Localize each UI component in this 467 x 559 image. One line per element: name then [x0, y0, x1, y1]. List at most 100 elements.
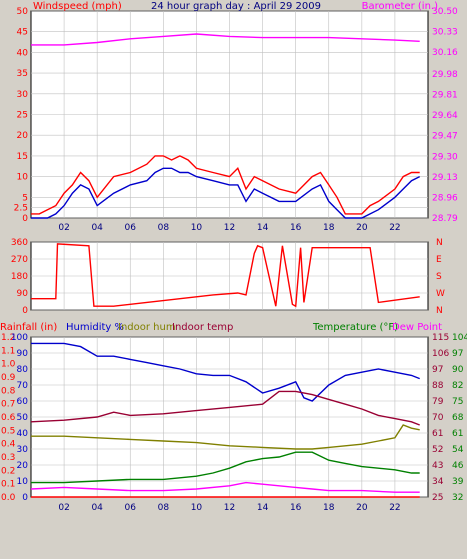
series-line-indoor-temp — [30, 390, 420, 426]
x-tick-label: 14 — [257, 223, 269, 233]
top-left-tick-label: 10 — [17, 173, 29, 183]
top-right-tick-label: 28.79 — [432, 214, 458, 224]
bottom-temperature-tick-label: 54 — [452, 445, 464, 455]
bottom-x-tick-label: 16 — [290, 503, 302, 513]
x-tick-label: 12 — [224, 223, 235, 233]
bottom-indoor-temp-tick-label: 61 — [432, 429, 443, 439]
top-right-tick-label: 30.33 — [432, 28, 458, 38]
bottom-rain-label: Rainfall (in) — [0, 322, 57, 333]
bottom-temperature-tick-label: 104 — [452, 333, 467, 343]
top-left-tick-label: 50 — [17, 7, 29, 17]
top-right-tick-label: 29.13 — [432, 173, 458, 183]
tick-labels: 02.5510152025303540455028.7928.9629.1329… — [1, 7, 467, 513]
top-right-tick-label: 30.50 — [432, 7, 458, 17]
top-left-tick-label: 20 — [17, 131, 29, 141]
bottom-humidity-tick-label: 50 — [17, 413, 29, 423]
bottom-x-tick-label: 10 — [191, 503, 203, 513]
grid-middle — [31, 241, 428, 311]
bottom-rain-tick-label: 0.2 — [1, 466, 15, 476]
bottom-x-tick-label: 22 — [389, 503, 400, 513]
middle-right-tick-label: E — [436, 255, 442, 265]
bottom-temperature-tick-label: 75 — [452, 397, 463, 407]
bottom-indoor-temp-tick-label: 52 — [432, 445, 443, 455]
middle-left-tick-label: 0 — [22, 306, 28, 316]
middle-left-tick-label: 180 — [11, 272, 28, 282]
top-left-tick-label: 5 — [22, 193, 28, 203]
bottom-indoor-temp-tick-label: 106 — [432, 349, 449, 359]
top-ylabel: Windspeed (mph) — [33, 1, 122, 12]
bottom-x-tick-label: 18 — [323, 503, 335, 513]
bottom-rain-tick-label: 1.1 — [1, 346, 15, 356]
bottom-temperature-tick-label: 39 — [452, 477, 464, 487]
bottom-humidity-tick-label: 70 — [17, 381, 29, 391]
x-tick-label: 04 — [91, 223, 103, 233]
bottom-humidity-tick-label: 60 — [17, 397, 29, 407]
middle-right-tick-label: W — [436, 289, 445, 299]
bottom-x-tick-label: 14 — [257, 503, 269, 513]
top-right-tick-label: 28.96 — [432, 193, 458, 203]
x-tick-label: 02 — [58, 223, 69, 233]
x-tick-label: 20 — [356, 223, 368, 233]
bottom-temperature-tick-label: 68 — [452, 413, 464, 423]
bottom-humidity-label: Humidity % — [66, 322, 124, 333]
middle-left-tick-label: 90 — [17, 289, 29, 299]
bottom-indoor-temp-tick-label: 34 — [432, 477, 444, 487]
bottom-humidity-tick-label: 0 — [22, 493, 28, 503]
top-left-tick-label: 25 — [17, 111, 28, 121]
top-left-tick-label: 2.5 — [14, 204, 28, 214]
bottom-humidity-tick-label: 10 — [17, 477, 29, 487]
bottom-rain-tick-label: 1.2 — [1, 333, 15, 343]
bottom-temperature-tick-label: 61 — [452, 429, 463, 439]
bottom-x-tick-label: 06 — [125, 503, 137, 513]
bottom-temperature-tick-label: 46 — [452, 461, 464, 471]
bottom-x-tick-label: 20 — [356, 503, 368, 513]
top-right-tick-label: 30.16 — [432, 48, 458, 58]
series-line-humidity- — [31, 342, 420, 402]
series-line-barometer-in- — [31, 33, 420, 46]
bottom-indoor-temp-tick-label: 88 — [432, 381, 444, 391]
bottom-indoor-temp-tick-label: 79 — [432, 397, 444, 407]
series-line-wind-gust — [31, 155, 420, 215]
bottom-rain-tick-label: 0.7 — [1, 400, 15, 410]
bottom-x-tick-label: 12 — [224, 503, 235, 513]
x-tick-label: 10 — [191, 223, 203, 233]
bottom-humidity-tick-label: 30 — [17, 445, 29, 455]
top-right-tick-label: 29.30 — [432, 152, 458, 162]
top-right-tick-label: 29.64 — [432, 111, 458, 121]
bottom-humidity-tick-label: 20 — [17, 461, 29, 471]
top-right-tick-label: 29.98 — [432, 70, 458, 80]
bottom-rain-tick-label: 0.4 — [1, 440, 16, 450]
x-tick-label: 16 — [290, 223, 302, 233]
series-line-wind-average — [31, 167, 421, 219]
top-right-tick-label: 29.47 — [432, 132, 458, 142]
top-right-tick-label: 29.81 — [432, 91, 458, 101]
top-left-tick-label: 15 — [17, 152, 28, 162]
bottom-x-tick-label: 04 — [91, 503, 103, 513]
top-left-tick-label: 0 — [22, 214, 28, 224]
x-tick-label: 22 — [389, 223, 400, 233]
top-left-tick-label: 45 — [17, 28, 28, 38]
bottom-indoor-temp-tick-label: 70 — [432, 413, 444, 423]
chart-title: 24 hour graph day : April 29 2009 — [151, 1, 321, 12]
bottom-x-tick-label: 08 — [158, 503, 170, 513]
top-left-tick-label: 30 — [17, 90, 29, 100]
bottom-dewpoint-label: Dew Point — [392, 322, 442, 333]
series-line-dew-point — [30, 481, 420, 493]
bottom-rain-tick-label: 1.0 — [1, 360, 16, 370]
bottom-temperature-tick-label: 90 — [452, 365, 464, 375]
bottom-rain-tick-label: 0.0 — [1, 493, 16, 503]
top-left-tick-label: 35 — [17, 69, 28, 79]
x-tick-label: 08 — [158, 223, 170, 233]
bottom-indoor-temp-tick-label: 97 — [432, 365, 443, 375]
bottom-humidity-tick-label: 40 — [17, 429, 29, 439]
series-line-temperature-f- — [31, 451, 420, 484]
bottom-humidity-tick-label: 100 — [11, 333, 28, 343]
series-line-wind-direction — [31, 243, 420, 308]
bottom-humidity-tick-label: 90 — [17, 349, 29, 359]
top-y2label: Barometer (in.) — [362, 1, 438, 12]
middle-left-tick-label: 270 — [11, 255, 28, 265]
bottom-temperature-tick-label: 97 — [452, 349, 463, 359]
bottom-rain-tick-label: 0.8 — [1, 386, 16, 396]
x-tick-label: 06 — [125, 223, 137, 233]
